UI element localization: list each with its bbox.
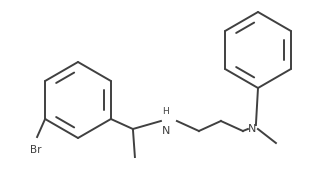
Text: N: N: [248, 124, 256, 134]
Text: Br: Br: [30, 145, 42, 155]
Text: N: N: [162, 126, 170, 136]
Text: H: H: [162, 107, 169, 116]
